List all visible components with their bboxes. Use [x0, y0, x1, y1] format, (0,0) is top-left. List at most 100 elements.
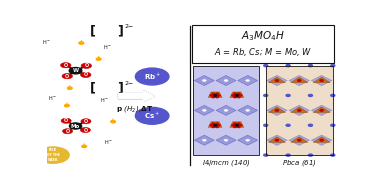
Circle shape [216, 126, 218, 128]
Bar [266, 66, 333, 155]
Text: Rb$^+$: Rb$^+$ [144, 71, 161, 82]
Circle shape [135, 107, 169, 124]
Circle shape [233, 123, 236, 124]
Polygon shape [269, 107, 285, 112]
Polygon shape [289, 105, 310, 115]
Polygon shape [238, 76, 258, 86]
Bar [194, 66, 258, 155]
Circle shape [100, 43, 115, 51]
Circle shape [286, 154, 290, 156]
Circle shape [61, 118, 71, 123]
Circle shape [264, 94, 268, 96]
Circle shape [275, 80, 279, 81]
Polygon shape [208, 92, 222, 98]
Circle shape [239, 95, 242, 96]
Polygon shape [238, 135, 258, 145]
Circle shape [97, 96, 112, 104]
Circle shape [79, 42, 84, 44]
Circle shape [331, 65, 335, 67]
Circle shape [214, 95, 217, 96]
Polygon shape [289, 135, 310, 145]
Polygon shape [267, 105, 287, 115]
Circle shape [232, 125, 234, 126]
Circle shape [238, 93, 240, 94]
Text: [: [ [90, 24, 96, 37]
Bar [194, 66, 258, 155]
Circle shape [203, 139, 206, 141]
Circle shape [298, 139, 301, 141]
Circle shape [224, 80, 228, 81]
Text: O: O [64, 118, 68, 123]
Circle shape [308, 154, 313, 156]
Polygon shape [267, 75, 287, 86]
Circle shape [60, 63, 71, 68]
Circle shape [275, 110, 279, 111]
Bar [266, 66, 333, 155]
Text: W: W [72, 68, 79, 73]
Text: O: O [64, 63, 68, 68]
Circle shape [233, 93, 236, 94]
Polygon shape [289, 75, 310, 86]
Text: Mo: Mo [71, 123, 80, 129]
Text: ]: ] [117, 81, 123, 94]
Circle shape [37, 147, 69, 163]
Circle shape [216, 96, 218, 98]
Circle shape [238, 96, 240, 98]
Circle shape [203, 80, 206, 81]
Polygon shape [194, 135, 214, 145]
Polygon shape [311, 135, 332, 145]
Circle shape [81, 63, 92, 68]
Circle shape [264, 154, 268, 156]
Text: $A$ = Rb, Cs; $M$ = Mo, W: $A$ = Rb, Cs; $M$ = Mo, W [214, 46, 312, 58]
Circle shape [235, 95, 238, 96]
Circle shape [62, 74, 72, 79]
Circle shape [233, 126, 236, 128]
Circle shape [331, 154, 335, 156]
Circle shape [82, 145, 87, 148]
Circle shape [216, 123, 218, 124]
Circle shape [308, 124, 313, 126]
Circle shape [275, 139, 279, 141]
Circle shape [69, 123, 82, 129]
Circle shape [69, 67, 82, 74]
Circle shape [214, 125, 217, 126]
Circle shape [81, 72, 91, 77]
Circle shape [308, 65, 313, 67]
Circle shape [216, 93, 218, 94]
Circle shape [233, 96, 236, 98]
Circle shape [232, 95, 234, 96]
Circle shape [264, 65, 268, 67]
Circle shape [320, 139, 323, 141]
Circle shape [39, 38, 54, 46]
Circle shape [65, 105, 69, 107]
Polygon shape [291, 107, 308, 112]
Circle shape [246, 139, 250, 141]
Polygon shape [291, 77, 308, 83]
Polygon shape [267, 135, 287, 145]
Text: H$^-$: H$^-$ [42, 38, 51, 46]
Text: $Pbca$ (61): $Pbca$ (61) [282, 158, 317, 168]
Text: [: [ [90, 81, 96, 94]
Circle shape [135, 68, 169, 85]
Polygon shape [291, 137, 308, 142]
Polygon shape [216, 135, 236, 145]
Text: H$^-$: H$^-$ [103, 43, 112, 51]
Circle shape [238, 126, 240, 128]
Circle shape [286, 124, 290, 126]
Text: Cs$^+$: Cs$^+$ [144, 111, 160, 121]
Circle shape [298, 80, 301, 81]
Text: H$^-$: H$^-$ [104, 138, 113, 146]
Circle shape [212, 123, 214, 124]
Text: O: O [83, 128, 87, 132]
Text: 2−: 2− [124, 81, 134, 86]
Circle shape [203, 109, 206, 111]
Circle shape [80, 127, 90, 132]
Polygon shape [216, 105, 236, 115]
Circle shape [101, 138, 117, 146]
Text: H$^-$: H$^-$ [100, 96, 109, 104]
Circle shape [81, 119, 91, 124]
FancyArrow shape [118, 91, 154, 102]
Text: $A_3MO_4H$: $A_3MO_4H$ [241, 30, 285, 43]
Text: O: O [84, 63, 88, 68]
Circle shape [224, 139, 228, 141]
